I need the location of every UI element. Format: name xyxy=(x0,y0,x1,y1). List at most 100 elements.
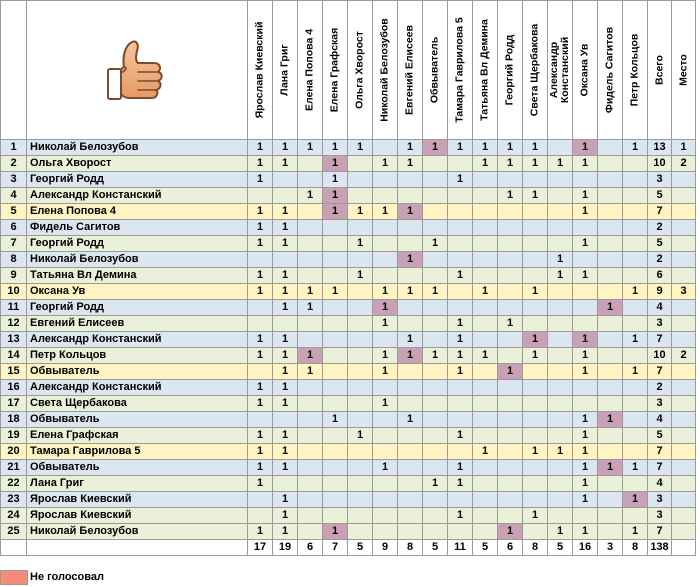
row-place xyxy=(671,315,696,332)
row-total: 9 xyxy=(647,283,672,300)
row-total: 3 xyxy=(647,171,672,188)
vote-cell xyxy=(347,459,373,476)
column-header-total: Всего xyxy=(647,0,672,140)
vote-cell: 1 xyxy=(622,283,648,300)
vote-cell: 1 xyxy=(247,347,273,364)
vote-cell xyxy=(422,523,448,540)
vote-cell xyxy=(597,235,623,252)
vote-cell xyxy=(522,219,548,236)
column-header-label: Фидель Сагитов xyxy=(603,26,616,114)
vote-cell: 1 xyxy=(472,155,498,172)
vote-cell: 1 xyxy=(272,299,298,316)
vote-cell xyxy=(472,459,498,476)
vote-cell xyxy=(622,395,648,412)
vote-cell xyxy=(522,315,548,332)
row-name: Тамара Гаврилова 5 xyxy=(26,443,248,460)
vote-cell xyxy=(622,379,648,396)
vote-cell xyxy=(572,251,598,268)
row-total: 7 xyxy=(647,203,672,220)
vote-cell: 1 xyxy=(547,443,573,460)
vote-cell xyxy=(447,379,473,396)
vote-cell xyxy=(347,251,373,268)
row-name: Ярослав Киевский xyxy=(26,491,248,508)
vote-cell xyxy=(422,299,448,316)
vote-cell xyxy=(247,411,273,428)
row-index: 22 xyxy=(0,475,27,492)
vote-cell xyxy=(397,459,423,476)
row-name: Петр Кольцов xyxy=(26,347,248,364)
vote-cell xyxy=(597,219,623,236)
row-total: 5 xyxy=(647,235,672,252)
vote-cell xyxy=(497,379,523,396)
row-place xyxy=(671,299,696,316)
vote-cell xyxy=(472,331,498,348)
vote-cell xyxy=(322,459,348,476)
column-header-label: Тамара Гаврилова 5 xyxy=(453,17,466,123)
vote-cell: 1 xyxy=(572,459,598,476)
row-index: 19 xyxy=(0,427,27,444)
vote-cell: 1 xyxy=(522,331,548,348)
vote-cell xyxy=(497,395,523,412)
row-index: 7 xyxy=(0,235,27,252)
vote-cell: 1 xyxy=(622,459,648,476)
vote-cell xyxy=(547,507,573,524)
vote-cell xyxy=(397,235,423,252)
vote-cell xyxy=(522,203,548,220)
table-row: 7 Георгий Родд 1 1 1 1 1 5 xyxy=(0,235,696,252)
row-name: Оксана Ув xyxy=(26,283,248,300)
row-total: 2 xyxy=(647,379,672,396)
vote-cell xyxy=(572,395,598,412)
vote-cell xyxy=(322,331,348,348)
column-header-11: Георгий Родд xyxy=(497,0,523,140)
vote-cell: 1 xyxy=(322,411,348,428)
row-total: 7 xyxy=(647,331,672,348)
column-total: 5 xyxy=(472,539,498,556)
column-header-label: Света Щербакова xyxy=(528,23,541,117)
row-place xyxy=(671,507,696,524)
vote-cell xyxy=(522,235,548,252)
vote-cell xyxy=(372,411,398,428)
table-row: 4 Александр Констанский 1 1 1 1 1 5 xyxy=(0,187,696,204)
row-total: 13 xyxy=(647,139,672,156)
vote-cell: 1 xyxy=(272,331,298,348)
vote-cell xyxy=(347,475,373,492)
vote-cell xyxy=(397,379,423,396)
vote-cell xyxy=(472,363,498,380)
vote-cell xyxy=(247,507,273,524)
table-row: 14 Петр Кольцов 1 1 1 1 1 1 1 1 1 1 10 2 xyxy=(0,347,696,364)
column-total: 5 xyxy=(347,539,373,556)
column-total: 3 xyxy=(597,539,623,556)
vote-cell: 1 xyxy=(247,203,273,220)
vote-cell: 1 xyxy=(372,315,398,332)
vote-cell xyxy=(472,187,498,204)
row-total: 2 xyxy=(647,251,672,268)
column-total: 9 xyxy=(372,539,398,556)
vote-cell xyxy=(497,219,523,236)
vote-cell xyxy=(422,267,448,284)
vote-cell: 1 xyxy=(247,267,273,284)
vote-cell xyxy=(522,267,548,284)
vote-cell: 1 xyxy=(247,475,273,492)
vote-cell: 1 xyxy=(322,283,348,300)
header-row: Ярослав Киевский Лана Григ Елена Попова 4 Е… xyxy=(0,0,696,140)
vote-cell: 1 xyxy=(497,139,523,156)
column-header-12: Света Щербакова xyxy=(522,0,548,140)
row-total: 7 xyxy=(647,459,672,476)
vote-cell: 1 xyxy=(572,411,598,428)
row-name: Николай Белозубов xyxy=(26,523,248,540)
vote-cell: 1 xyxy=(347,139,373,156)
vote-cell: 1 xyxy=(447,363,473,380)
column-total: 19 xyxy=(272,539,298,556)
totals-name xyxy=(26,539,248,556)
column-total: 8 xyxy=(397,539,423,556)
vote-cell xyxy=(547,363,573,380)
totals-place xyxy=(671,539,696,556)
vote-cell xyxy=(497,411,523,428)
vote-cell: 1 xyxy=(372,347,398,364)
vote-cell: 1 xyxy=(272,443,298,460)
vote-cell xyxy=(297,267,323,284)
vote-cell xyxy=(422,443,448,460)
vote-cell: 1 xyxy=(372,395,398,412)
column-header-label: Александр Констанский xyxy=(548,36,572,104)
vote-cell xyxy=(472,251,498,268)
